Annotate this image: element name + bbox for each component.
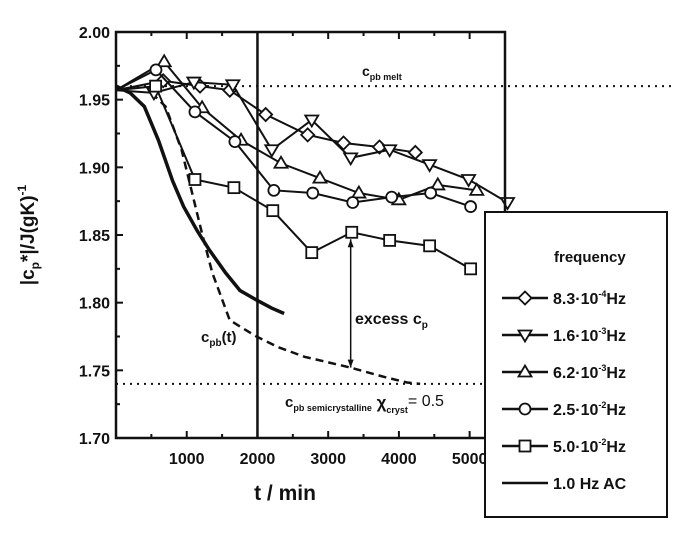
data-point-square — [149, 79, 163, 93]
legend-item: 1.6·10-3Hz — [502, 326, 626, 345]
axes: 1000 2000 3000 4000 5000 1.70 1.75 1.80 1.85 1.90… — [79, 25, 488, 468]
data-point-triangle-down — [499, 197, 516, 211]
data-point-circle — [346, 196, 360, 209]
legend-item: 1.0 Hz AC — [502, 476, 627, 493]
data-point-circle — [149, 63, 163, 77]
legend-label: 1.0 Hz AC — [553, 476, 627, 493]
y-tick-label: 1.80 — [79, 296, 110, 313]
legend-item: 6.2·10-3Hz — [502, 363, 626, 382]
legend-label: 1.6·10-3Hz — [553, 326, 626, 345]
x-tick-label: 1000 — [169, 451, 205, 468]
legend-box — [484, 211, 668, 518]
data-point-square — [423, 239, 437, 253]
data-point-triangle-up — [156, 53, 173, 68]
legend-marker-triangle-down — [516, 329, 534, 344]
legend-label: 2.5·10-2Hz — [553, 400, 626, 419]
data-point-diamond — [257, 106, 274, 123]
data-point-square — [464, 262, 478, 276]
series-line — [115, 68, 471, 208]
annotation-excess-cp: excess cp — [355, 311, 428, 331]
data-point-triangle-up — [468, 182, 485, 196]
data-point-circle — [306, 186, 320, 200]
legend-label: 8.3·10-4Hz — [553, 289, 626, 308]
x-tick-label: 4000 — [381, 451, 417, 468]
legend-item: 8.3·10-4Hz — [502, 289, 626, 308]
data-point-square — [266, 204, 280, 218]
data-point-circle — [385, 190, 399, 204]
annotation-cpb-melt: cpb melt — [362, 63, 402, 82]
series-line — [115, 84, 285, 316]
legend: frequency 8.3·10-4Hz 1.6·10-3Hz 6.2·10-3Hz… — [484, 211, 668, 518]
data-point-square — [188, 173, 202, 186]
x-tick-label: 5000 — [452, 451, 488, 468]
y-tick-label: 1.85 — [79, 228, 110, 245]
x-tick-label: 2000 — [240, 451, 276, 468]
data-point-triangle-up — [429, 176, 446, 191]
data-point-circle — [267, 183, 281, 197]
legend-label: 6.2·10-3Hz — [553, 363, 626, 382]
plot-area — [115, 32, 675, 438]
arrow-head-up — [347, 239, 354, 248]
y-axis-label: |cp*|/J(gK)-1 — [15, 184, 42, 285]
data-point-triangle-up — [311, 169, 329, 184]
arrow-head-down — [347, 359, 354, 368]
x-axis-label: t / min — [254, 482, 316, 505]
y-tick-label: 1.75 — [79, 363, 110, 380]
data-point-triangle-up — [350, 184, 367, 199]
legend-label: 5.0·10-2Hz — [553, 437, 626, 456]
series-3 — [115, 63, 478, 213]
legend-marker-circle — [518, 402, 532, 416]
series-line — [115, 85, 472, 270]
legend-marker-square — [518, 439, 532, 453]
data-point-triangle-down — [460, 174, 477, 188]
data-point-square — [227, 181, 241, 195]
y-tick-label: 1.70 — [79, 431, 110, 448]
data-point-square — [345, 225, 359, 239]
series-4 — [115, 79, 478, 276]
x-tick-label: 3000 — [310, 451, 346, 468]
y-tick-label: 1.95 — [79, 93, 110, 110]
annotation-semicrystalline: cpb semicrystalline χcryst= 0.5 — [285, 393, 444, 415]
data-point-triangle-down — [185, 76, 202, 91]
plot-frame — [114, 30, 507, 440]
data-point-triangle-down — [342, 152, 359, 167]
y-tick-label: 2.00 — [79, 25, 110, 42]
data-point-triangle-down — [303, 114, 320, 129]
data-point-diamond — [335, 135, 352, 151]
legend-title: frequency — [554, 249, 626, 266]
data-point-circle — [188, 105, 202, 119]
legend-marker-diamond — [517, 290, 533, 306]
annotation-cpb-t: cpb(t) — [201, 329, 237, 349]
series-line — [115, 60, 477, 201]
data-point-circle — [464, 200, 478, 213]
data-point-triangle-down — [381, 144, 398, 159]
data-point-circle — [228, 135, 242, 149]
legend-item: 2.5·10-2Hz — [502, 400, 626, 419]
legend-marker-triangle-up — [516, 363, 534, 378]
data-point-square — [305, 246, 319, 259]
data-point-square — [383, 234, 397, 247]
data-point-triangle-up — [272, 155, 290, 169]
data-point-diamond — [155, 72, 171, 89]
data-point-triangle-down — [224, 79, 241, 94]
legend-item: 5.0·10-2Hz — [502, 437, 626, 456]
data-point-circle — [424, 186, 438, 200]
data-point-triangle-down — [263, 144, 280, 159]
data-point-triangle-down — [421, 159, 438, 173]
y-tick-label: 1.90 — [79, 160, 110, 177]
data-point-diamond — [299, 127, 316, 143]
series-5 — [115, 84, 285, 316]
